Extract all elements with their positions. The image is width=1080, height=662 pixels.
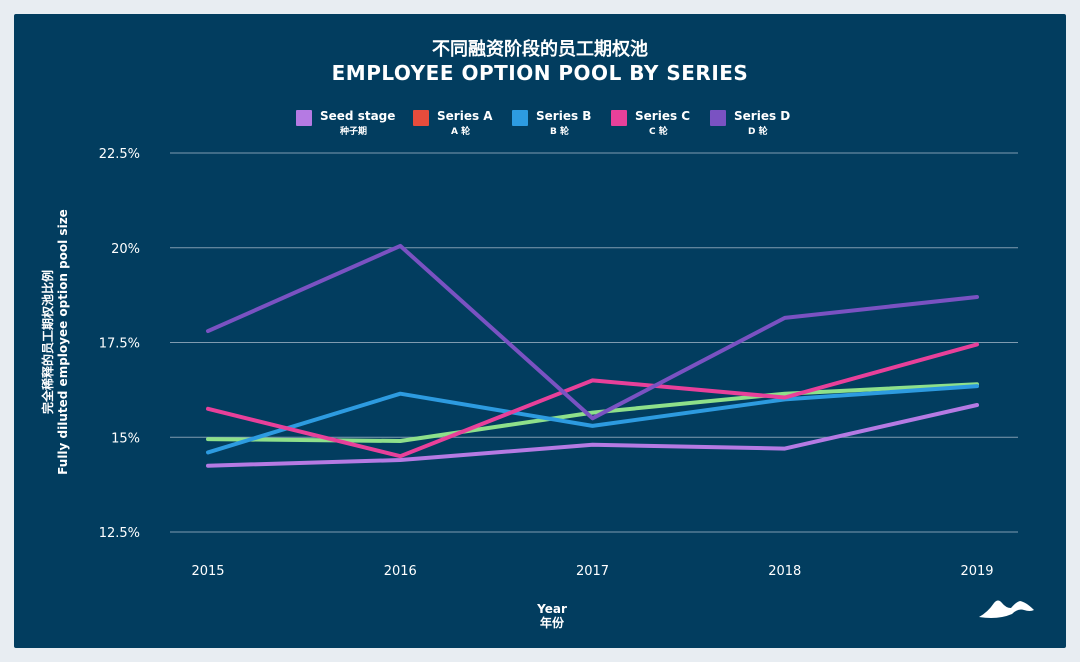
x-axis-label-en: Year (537, 602, 567, 616)
y-tick-label: 22.5% (99, 147, 140, 162)
y-tick-label: 20% (111, 242, 140, 257)
y-tick-label: 15% (111, 431, 140, 446)
legend-label: Series B (536, 109, 592, 123)
brand-logo-icon (979, 600, 1034, 618)
legend-swatch-series-c (611, 110, 627, 126)
legend-sublabel: 种子期 (340, 127, 368, 137)
legend-sublabel: C 轮 (649, 127, 668, 137)
series-line-seed-stage (206, 403, 979, 468)
chart-legend: Seed stage 种子期 Series A A 轮 Series B B 轮… (0, 108, 1080, 142)
y-tick-label: 17.5% (99, 337, 140, 352)
x-axis-label: Year 年份 (502, 602, 602, 630)
legend-label: Series D (734, 109, 791, 123)
series-line-series-c (206, 342, 979, 459)
legend-swatch-series-a (413, 110, 429, 126)
legend-label: Series C (635, 109, 691, 123)
legend-swatch-series-b (512, 110, 528, 126)
chart-title-zh: 不同融资阶段的员工期权池 (432, 39, 648, 60)
legend-label: Seed stage (320, 109, 396, 123)
legend-swatch-seed (296, 110, 312, 126)
legend-sublabel: D 轮 (748, 127, 768, 137)
y-tick-label: 12.5% (99, 526, 140, 541)
x-tick-label: 2016 (384, 564, 417, 579)
chart-card (14, 14, 1066, 648)
series-line-series-d (206, 243, 979, 421)
x-tick-label: 2015 (191, 564, 224, 579)
x-tick-label: 2018 (768, 564, 801, 579)
series-line-series-b (206, 384, 979, 455)
legend-sublabel: B 轮 (550, 127, 569, 137)
legend-sublabel: A 轮 (451, 127, 471, 137)
x-tick-label: 2017 (576, 564, 609, 579)
chart-title: EMPLOYEE OPTION POOL BY SERIES (331, 61, 749, 85)
x-axis-label-zh: 年份 (539, 616, 564, 630)
x-tick-label: 2019 (960, 564, 993, 579)
legend-swatch-series-d (710, 110, 726, 126)
legend-label: Series A (437, 109, 493, 123)
